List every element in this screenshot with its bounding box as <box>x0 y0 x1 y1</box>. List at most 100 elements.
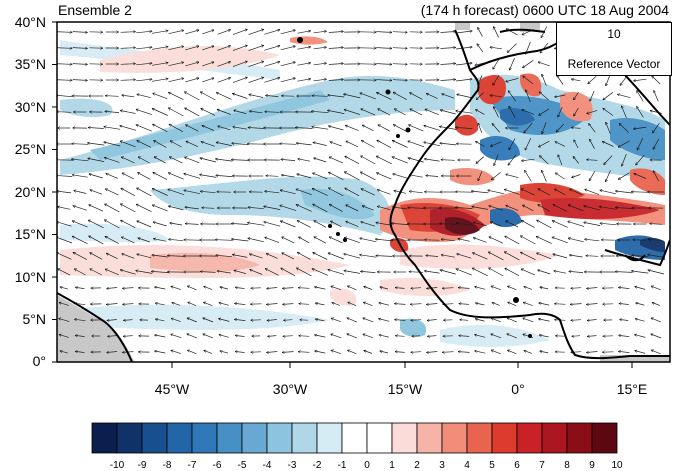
wind-vector <box>557 76 564 85</box>
wind-vector <box>395 320 406 321</box>
wind-vector <box>232 143 249 146</box>
wind-vector <box>59 318 70 322</box>
wind-vector <box>540 42 549 53</box>
wind-vector <box>136 31 152 34</box>
wind-vector <box>267 288 278 289</box>
wind-vector <box>440 110 456 115</box>
wind-vector <box>411 352 422 353</box>
wind-vector <box>360 238 377 243</box>
wind-vector <box>186 141 199 148</box>
wind-vector <box>185 108 200 117</box>
wind-vector <box>538 205 551 212</box>
colorbar-swatch <box>516 422 543 454</box>
wind-vector <box>232 61 247 67</box>
wind-vector <box>153 172 168 180</box>
wind-vector <box>169 108 184 117</box>
wind-vector <box>586 256 599 257</box>
colorbar-label: -1 <box>337 460 347 471</box>
wind-vector <box>299 288 310 289</box>
wind-vector <box>347 318 358 323</box>
wind-vector <box>152 271 169 272</box>
wind-vector <box>475 351 486 354</box>
wind-vector <box>137 221 152 228</box>
colorbar-swatch <box>566 422 593 454</box>
wind-vector <box>280 30 295 35</box>
wind-vector <box>425 109 439 116</box>
wind-vector <box>297 268 312 277</box>
wind-vector <box>376 223 392 226</box>
colorbar-label: 1 <box>389 460 395 471</box>
wind-vector <box>409 175 423 178</box>
wind-vector <box>602 142 614 147</box>
wind-vector <box>636 303 645 306</box>
wind-vector <box>506 221 519 228</box>
wind-vector <box>170 141 182 148</box>
wind-vector <box>505 236 520 245</box>
wind-vector <box>521 189 535 196</box>
wind-vector <box>280 46 295 51</box>
wind-vector <box>476 319 485 322</box>
wind-vector <box>106 96 119 97</box>
wind-vector <box>267 304 278 305</box>
wind-vector <box>457 94 472 98</box>
wind-vector <box>632 192 649 193</box>
wind-vector <box>634 126 647 129</box>
wind-vector <box>73 206 87 211</box>
wind-vector <box>508 302 517 307</box>
wind-vector <box>296 189 312 196</box>
colorbar-label: 5 <box>489 460 495 471</box>
wind-vector <box>281 221 296 228</box>
wind-vector <box>361 271 376 272</box>
wind-vector <box>568 221 585 227</box>
wind-vector <box>201 109 216 116</box>
wind-vector <box>57 176 73 177</box>
wind-vector <box>188 302 197 307</box>
wind-vector <box>57 222 72 227</box>
wind-vector <box>360 255 377 258</box>
reference-vector-label: Reference Vector <box>567 57 661 71</box>
wind-vector <box>185 207 199 210</box>
wind-vector <box>344 94 361 99</box>
wind-vector <box>75 335 85 336</box>
wind-vector <box>168 173 184 180</box>
colorbar-label: -7 <box>187 460 197 471</box>
wind-vector <box>395 109 406 116</box>
wind-vector <box>555 94 566 97</box>
wind-vector <box>606 74 611 85</box>
wind-vector <box>424 126 441 131</box>
wind-vector <box>410 93 423 100</box>
wind-vector <box>376 239 393 242</box>
wind-vector <box>509 106 516 118</box>
wind-vector <box>186 125 199 132</box>
wind-vector <box>57 237 73 244</box>
wind-vector <box>494 107 499 118</box>
wind-vector <box>651 286 661 291</box>
colorbar-swatch <box>366 422 393 454</box>
wind-vector <box>376 64 391 65</box>
wind-vector <box>217 78 231 83</box>
wind-vector <box>296 143 312 146</box>
wind-vector <box>313 173 328 180</box>
wind-vector <box>620 320 629 321</box>
wind-vector <box>393 92 407 100</box>
axis-ticks <box>52 21 633 368</box>
wind-vector <box>508 91 516 102</box>
wind-vector <box>137 254 152 259</box>
wind-vector <box>216 255 233 258</box>
wind-vector <box>572 128 581 129</box>
colorbar-swatch <box>341 422 368 454</box>
wind-vector <box>168 78 184 83</box>
wind-vector <box>90 269 103 276</box>
wind-vector <box>107 304 118 305</box>
wind-vector <box>411 304 422 305</box>
wind-vector <box>218 126 231 131</box>
wind-vector <box>440 48 456 49</box>
wind-vector <box>328 253 344 260</box>
wind-vector <box>152 205 168 212</box>
wind-vector <box>524 287 533 290</box>
wind-vector <box>344 271 360 274</box>
wind-vector <box>636 154 645 165</box>
wind-vector <box>200 175 217 178</box>
wind-vector <box>120 141 136 148</box>
wind-vector <box>476 141 485 147</box>
